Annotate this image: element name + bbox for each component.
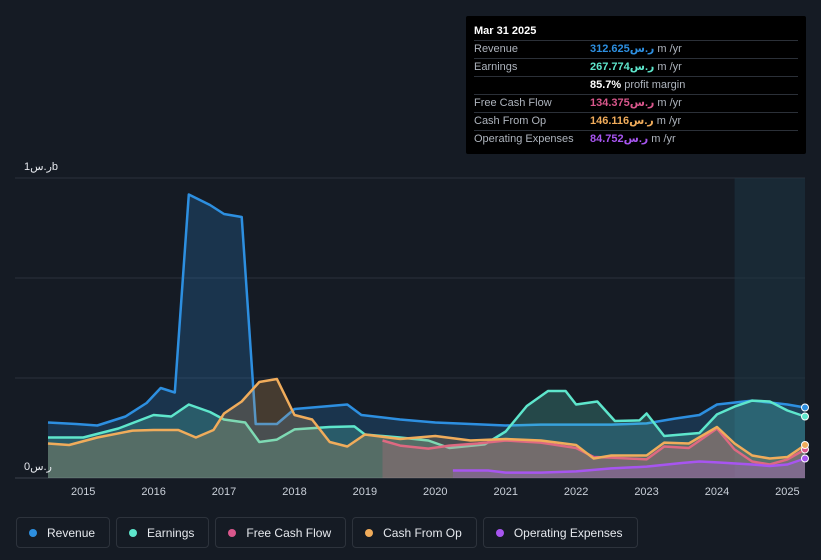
- legend-dot-icon: [228, 528, 237, 537]
- x-tick-label: 2018: [282, 486, 306, 498]
- tooltip-row-value: 312.625ر.س: [590, 43, 655, 55]
- endpoint-markers: [801, 403, 809, 463]
- legend-dot-icon: [129, 528, 138, 537]
- tooltip-rows: Revenue 312.625ر.س m /yr Earnings 267.774ر.س…: [474, 40, 798, 148]
- y-tick-label: 1ر.سb: [24, 161, 58, 173]
- cash-from-op-end-marker: [801, 441, 809, 449]
- tooltip-row-value: 134.375ر.س: [590, 97, 655, 109]
- tooltip-row-value: 267.774ر.س: [590, 61, 655, 73]
- cash-from-op-line: [47, 377, 806, 460]
- legend-dot-icon: [29, 528, 37, 537]
- x-tick-label: 2020: [423, 486, 447, 498]
- legend-dot-icon: [495, 528, 504, 537]
- x-tick-label: 2019: [353, 486, 377, 498]
- earnings-end-marker: [801, 412, 809, 421]
- x-tick-label: 2022: [564, 486, 588, 498]
- free-cash-flow-line: [382, 427, 806, 466]
- y-axis: 1ر.سb 0ر.س: [24, 161, 58, 473]
- tooltip-row-unit: m /yr: [651, 133, 676, 145]
- tooltip-row-unit: m /yr: [657, 61, 682, 73]
- tooltip-row-value: 146.116ر.س: [590, 115, 654, 127]
- tooltip-row-label: Free Cash Flow: [474, 97, 552, 109]
- tooltip-row: Free Cash Flow 134.375ر.س m /yr: [474, 94, 798, 112]
- tooltip-row-unit: m /yr: [657, 97, 682, 109]
- chart-legend: Revenue Earnings Free Cash Flow Cash From O…: [16, 517, 638, 548]
- tooltip-row-label: [474, 77, 590, 94]
- legend-label: Revenue: [47, 525, 96, 540]
- tooltip-row: Earnings 267.774ر.س m /yr: [474, 58, 798, 76]
- tooltip-row-unit: m /yr: [657, 43, 682, 55]
- revenue-end-marker: [801, 403, 809, 412]
- earnings-line: [48, 389, 806, 450]
- grid: [15, 177, 805, 479]
- revenue-line: [47, 193, 806, 427]
- tooltip-row-unit: profit margin: [624, 79, 686, 91]
- operating-expenses-end-marker: [801, 454, 809, 463]
- legend-dot-icon: [365, 528, 374, 537]
- x-tick-label: 2025: [775, 486, 799, 498]
- tooltip-row-unit: m /yr: [656, 115, 682, 127]
- tooltip-row-label: Earnings: [474, 61, 518, 73]
- tooltip-row-value: 84.752ر.س: [590, 133, 649, 145]
- tooltip-row: Operating Expenses 84.752ر.س m /yr: [474, 130, 798, 148]
- cash-from-op-area: [48, 379, 805, 478]
- tooltip-row-label: Cash From Op: [474, 115, 547, 127]
- tooltip-row-value: 85.7%: [590, 79, 622, 91]
- operating-expenses-line: [452, 457, 806, 474]
- legend-label: Cash From Op: [383, 525, 462, 540]
- tooltip-row-label: Operating Expenses: [474, 133, 574, 145]
- tooltip-row-label: Revenue: [474, 43, 519, 55]
- tooltip-row: Revenue 312.625ر.س m /yr: [474, 40, 798, 58]
- tooltip-row: Cash From Op 146.116ر.س m /yr: [474, 112, 798, 130]
- legend-item-cash-from-op[interactable]: Cash From Op: [352, 517, 477, 548]
- y-tick-label: 0ر.س: [24, 461, 52, 473]
- x-tick-label: 2017: [212, 486, 236, 498]
- hover-tooltip: Mar 31 2025 Revenue 312.625ر.س m /yr Earnin…: [466, 16, 806, 154]
- legend-item-operating-expenses[interactable]: Operating Expenses: [482, 517, 638, 548]
- series-group: [47, 193, 806, 478]
- x-tick-label: 2016: [141, 486, 165, 498]
- legend-label: Operating Expenses: [513, 525, 623, 540]
- legend-label: Earnings: [147, 525, 195, 540]
- legend-item-revenue[interactable]: Revenue: [16, 517, 111, 548]
- tooltip-date: Mar 31 2025: [474, 25, 537, 37]
- x-tick-label: 2015: [71, 486, 95, 498]
- forecast-highlight-band: [734, 178, 805, 478]
- legend-item-earnings[interactable]: Earnings: [116, 517, 210, 548]
- x-tick-label: 2021: [493, 486, 517, 498]
- x-tick-label: 2024: [705, 486, 729, 498]
- tooltip-row: 85.7% profit margin: [474, 76, 798, 94]
- x-tick-label: 2023: [634, 486, 658, 498]
- x-axis: 2015 2016 2017 2018 2019 2020 2021 2022 2023 2024…: [71, 486, 800, 498]
- revenue-area: [48, 194, 805, 478]
- legend-label: Free Cash Flow: [246, 525, 332, 540]
- legend-item-free-cash-flow[interactable]: Free Cash Flow: [215, 517, 347, 548]
